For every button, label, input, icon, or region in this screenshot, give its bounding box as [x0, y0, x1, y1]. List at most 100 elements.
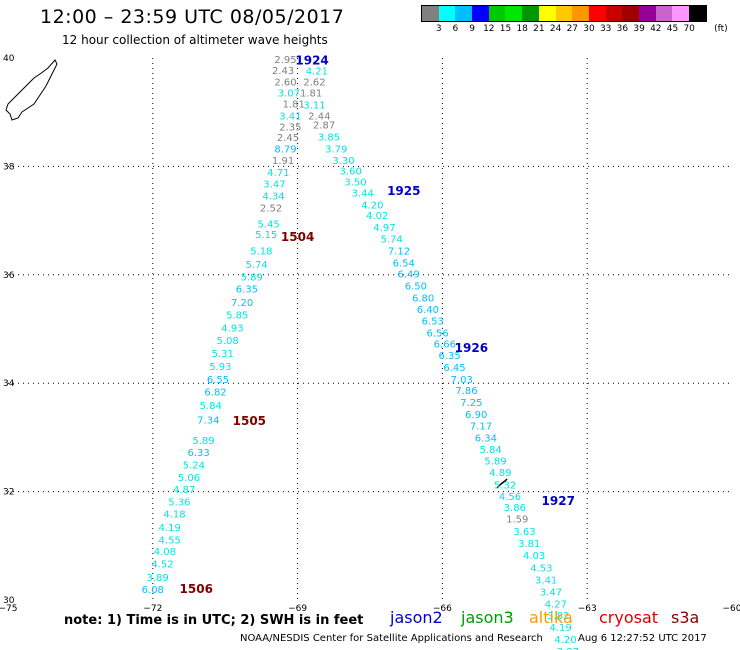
- swh-value: 6.49: [397, 270, 419, 281]
- swh-value: 3.82: [547, 611, 569, 622]
- swh-value: 6.82: [204, 387, 226, 398]
- swh-value: 6.40: [417, 305, 439, 316]
- scale-label: 42: [650, 24, 662, 34]
- swh-value: 4.56: [499, 492, 521, 503]
- swh-value: 4.20: [361, 200, 383, 211]
- scale-swatch: [572, 6, 589, 21]
- scale-label: 24: [549, 24, 562, 34]
- swh-value: 4.89: [489, 468, 511, 479]
- swh-value: 5.45: [258, 219, 280, 230]
- swh-value: 4.02: [366, 211, 388, 222]
- swh-value: 4.08: [154, 547, 176, 558]
- legend-satellite-s3a: s3a: [671, 608, 700, 627]
- swh-value: 1.81: [283, 100, 305, 111]
- swh-value: 1.81: [300, 89, 322, 100]
- swh-value: 7.03: [451, 375, 473, 386]
- swh-value: 1.91: [272, 156, 294, 167]
- swh-value: 5.74: [245, 260, 267, 271]
- swh-value: 3.60: [340, 167, 362, 178]
- swh-value: 3.44: [352, 188, 374, 199]
- swh-value: 4.18: [163, 509, 185, 520]
- legend-satellite-altika: altika: [529, 608, 573, 627]
- swh-value: 5.84: [200, 401, 222, 412]
- color-scale: 3 6 9 12 15 18 21 24 27 30 33 36 39 42 45 70 (ft): [421, 5, 728, 34]
- swh-value: 2.35: [279, 122, 301, 133]
- swh-value: 4.03: [523, 551, 545, 562]
- swh-value: 6.35: [439, 351, 461, 362]
- swh-value: 7.86: [455, 386, 477, 397]
- scale-swatch: [472, 6, 489, 21]
- swh-value: 3.89: [146, 573, 168, 584]
- swh-value: 4.27: [545, 599, 567, 610]
- swh-value: 6.80: [412, 294, 434, 305]
- scale-label: 15: [499, 24, 512, 34]
- swh-value: 5.31: [212, 349, 234, 360]
- swh-value: 2.45: [277, 133, 299, 144]
- swh-value: 7.34: [197, 416, 219, 427]
- swh-value: 4.93: [221, 323, 243, 334]
- swh-value: 4.55: [159, 535, 181, 546]
- scale-label: 36: [616, 24, 629, 34]
- swh-value: 3.47: [263, 180, 285, 191]
- swh-value: 4.20: [554, 635, 576, 646]
- lon-label: −69: [288, 604, 307, 614]
- lat-label: 36: [3, 271, 15, 281]
- lon-label: −75: [0, 604, 18, 614]
- footer-timestamp: Aug 6 12:27:52 UTC 2017: [578, 633, 707, 644]
- scale-swatch: [689, 6, 706, 21]
- scale-label: 30: [583, 24, 595, 34]
- swh-value: 5.84: [480, 445, 502, 456]
- swh-value: 5.15: [255, 230, 277, 241]
- swh-value: 4.19: [550, 623, 572, 634]
- swh-value: 2.95: [274, 55, 296, 66]
- swh-value: 6.55: [207, 375, 229, 386]
- island-bermuda: [496, 478, 508, 489]
- orbit-label: 1925: [387, 184, 420, 198]
- swh-value: 6.50: [405, 282, 427, 293]
- color-scale-cells: [421, 5, 707, 22]
- coastline: [5, 59, 58, 121]
- swh-value: 6.33: [188, 448, 210, 459]
- swh-value: 4.52: [151, 560, 173, 571]
- lat-label: 30: [3, 596, 15, 606]
- swh-value: 3.63: [513, 527, 535, 538]
- scale-label: 33: [599, 24, 612, 34]
- scale-label: 39: [633, 24, 645, 34]
- swh-value: 7.12: [388, 246, 410, 257]
- scale-label: 21: [533, 24, 545, 34]
- orbit-label: 1927: [542, 494, 575, 508]
- swh-value: 6.45: [443, 363, 465, 374]
- swh-value: 6.34: [475, 433, 497, 444]
- swh-value: 2.44: [308, 111, 330, 122]
- scale-label: 6: [452, 24, 459, 34]
- scale-swatch: [488, 6, 506, 21]
- lon-label: −72: [143, 604, 162, 614]
- scale-swatch: [455, 6, 473, 21]
- swh-value: 2.60: [274, 77, 296, 88]
- swh-value: 6.66: [434, 340, 456, 351]
- lon-label: −63: [578, 604, 597, 614]
- orbit-label: 1926: [455, 341, 488, 355]
- legend-satellite-jason2: jason2: [390, 608, 443, 627]
- scale-swatch: [422, 6, 439, 21]
- footer-credit: NOAA/NESDIS Center for Satellite Applica…: [240, 633, 543, 644]
- swh-value: 4.53: [530, 563, 552, 574]
- swh-value: 3.41: [535, 575, 557, 586]
- swh-value: 8.79: [274, 145, 296, 156]
- swh-value: 6.08: [142, 585, 164, 596]
- scale-label: 70: [683, 24, 695, 34]
- swh-value: 3.87: [557, 647, 579, 650]
- scale-swatch: [605, 6, 623, 21]
- lat-label: 40: [3, 54, 15, 64]
- swh-value: 5.06: [178, 473, 200, 484]
- swh-value: 3.47: [540, 587, 562, 598]
- swh-value: 3.50: [344, 178, 366, 189]
- scale-swatch: [555, 6, 573, 21]
- swh-value: 7.17: [470, 421, 492, 432]
- swh-value: 2.43: [272, 66, 294, 77]
- swh-value: 3.81: [518, 539, 540, 550]
- swh-value: 5.24: [183, 461, 205, 472]
- swh-value: 2.87: [313, 121, 335, 132]
- lat-label: 32: [3, 488, 14, 498]
